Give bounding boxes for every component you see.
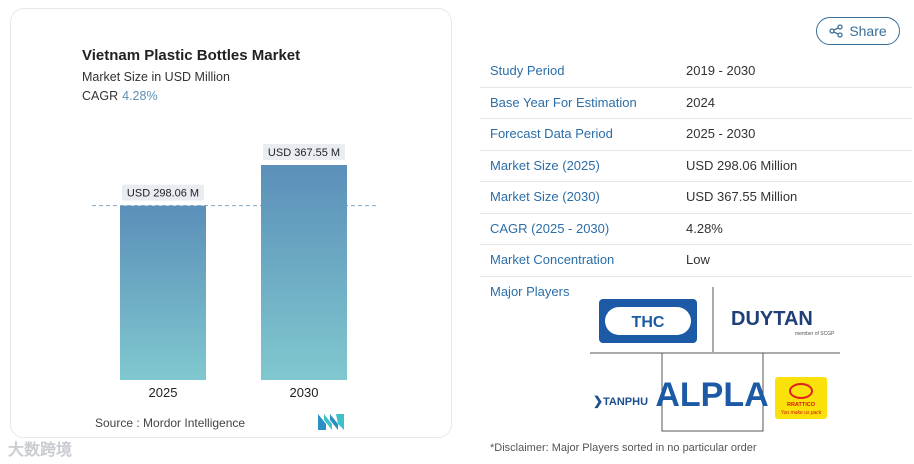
row-key: Forecast Data Period: [490, 126, 613, 141]
rangdong-logo: RRATTICO You make us pack: [775, 377, 827, 419]
bar-2025: [120, 205, 206, 380]
thc-text: THC: [632, 314, 665, 331]
tanphu-text: TANPHU: [603, 396, 648, 408]
table-row: CAGR (2025 - 2030) 4.28%: [480, 214, 912, 245]
row-value: USD 367.55 Million: [686, 189, 798, 204]
share-label: Share: [849, 23, 887, 39]
row-value: 2025 - 2030: [686, 126, 756, 141]
row-key: Market Size (2030): [490, 189, 600, 204]
rangdong-slogan: You make us pack: [781, 410, 822, 416]
chart-subtitle: Market Size in USD Million: [82, 70, 230, 84]
data-label-bg: [122, 184, 204, 201]
row-value: USD 298.06 Million: [686, 157, 798, 173]
cagr-line: CAGR 4.28%: [82, 89, 158, 103]
duytan-text: DUYTAN: [731, 308, 813, 330]
table-row: Market Size (2025) USD 298.06 Million: [480, 151, 912, 182]
row-value: 2024: [686, 94, 715, 110]
table-row: Forecast Data Period 2025 - 2030: [480, 119, 912, 151]
chart-title: Vietnam Plastic Bottles Market: [82, 47, 301, 64]
data-label: USD 298.06 M: [127, 188, 199, 200]
row-value: 2019 - 2030: [686, 63, 756, 78]
bar-2030: [261, 165, 347, 380]
rangdong-text: RRATTICO: [787, 402, 816, 408]
row-key: CAGR (2025 - 2030): [490, 220, 610, 236]
bar-chart: USD 298.06 M 2025 USD 367.55 M 2030: [92, 144, 376, 400]
major-players-logos: THC DUYTAN member of SCGP ❯ TANPHU ALPLA…: [590, 287, 840, 432]
alpla-text: ALPLA: [655, 376, 768, 414]
row-value: 4.28%: [686, 220, 723, 236]
table-row: Base Year For Estimation 2024: [480, 88, 912, 119]
market-summary-table: Study Period 2019 - 2030 Base Year For Es…: [480, 56, 912, 277]
major-players-label: Major Players: [490, 284, 570, 299]
svg-text:❯: ❯: [593, 394, 603, 409]
source-text: Source : Mordor Intelligence: [95, 416, 246, 430]
row-key: Market Size (2025): [490, 157, 600, 173]
share-icon: [829, 24, 843, 38]
row-key: Market Concentration: [490, 252, 615, 267]
data-label-bg: [263, 144, 345, 160]
cagr-label: CAGR: [82, 89, 119, 103]
row-key: Base Year For Estimation: [490, 94, 637, 110]
table-row: Market Size (2030) USD 367.55 Million: [480, 182, 912, 214]
watermark: 大数跨境: [8, 442, 73, 459]
table-row: Market Concentration Low: [480, 245, 912, 277]
data-label: USD 367.55 M: [268, 147, 340, 159]
mordor-intelligence-logo: [318, 414, 344, 430]
row-value: Low: [686, 252, 710, 267]
duytan-sub-text: member of SCGP: [795, 331, 835, 337]
thc-logo: THC: [599, 299, 697, 343]
category-label: 2025: [149, 385, 178, 400]
disclaimer: *Disclaimer: Major Players sorted in no …: [490, 442, 757, 454]
row-key: Study Period: [490, 63, 565, 78]
duytan-logo: DUYTAN member of SCGP: [731, 308, 835, 337]
cagr-value: 4.28%: [122, 89, 158, 103]
alpla-logo: ALPLA: [655, 376, 768, 414]
table-row: Study Period 2019 - 2030: [480, 56, 912, 88]
tanphu-logo: ❯ TANPHU: [593, 394, 648, 409]
share-button[interactable]: Share: [816, 17, 900, 45]
category-label: 2030: [290, 385, 319, 400]
chart-card: [10, 8, 452, 438]
